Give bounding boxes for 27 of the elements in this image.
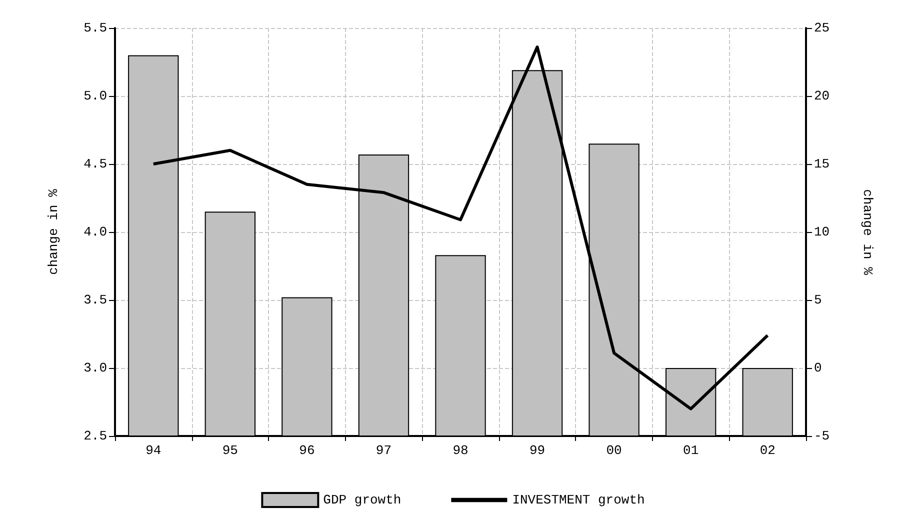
- x-tick-label: 99: [529, 443, 546, 458]
- x-tick-label: 94: [146, 443, 162, 458]
- y2-axis-title: change in %: [860, 189, 875, 276]
- y-tick-label: 3.5: [84, 292, 107, 308]
- y-tick-label: 5.5: [84, 20, 107, 36]
- x-tick-label: 00: [606, 443, 622, 458]
- x-tick-label: 96: [299, 443, 315, 458]
- y-tick-label: 5.0: [84, 88, 107, 104]
- y2-tick-label: -5: [814, 428, 830, 444]
- y2-tick-label: 25: [814, 20, 830, 36]
- y-tick-label: 2.5: [84, 428, 107, 444]
- y2-tick-label: 5: [814, 292, 822, 308]
- y2-tick-label: 15: [814, 156, 830, 172]
- legend-label: GDP growth: [323, 492, 402, 508]
- x-tick-label: 02: [760, 443, 776, 458]
- x-tick-label: 98: [452, 443, 468, 458]
- x-tick-label: 95: [222, 443, 238, 458]
- y-tick-label: 4.0: [84, 224, 107, 240]
- y-axis-title: change in %: [46, 188, 61, 275]
- legend-label: INVESTMENT growth: [512, 492, 645, 508]
- x-tick-label: 01: [683, 443, 699, 458]
- y2-tick-label: 0: [814, 360, 822, 376]
- y2-tick-label: 20: [814, 88, 830, 104]
- y-tick-label: 3.0: [84, 360, 107, 376]
- y2-tick-label: 10: [814, 224, 830, 240]
- y-tick-label: 4.5: [84, 156, 107, 172]
- x-tick-label: 97: [376, 443, 392, 458]
